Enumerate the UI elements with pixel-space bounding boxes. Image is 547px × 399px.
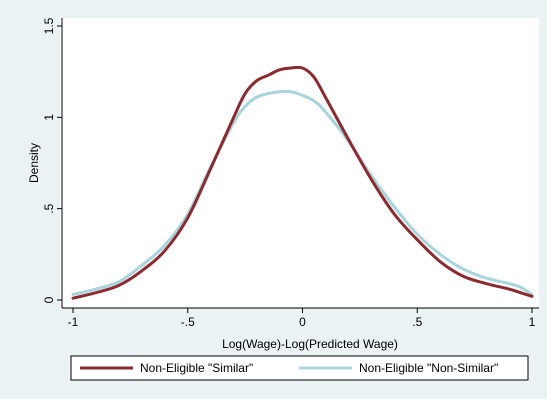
legend-label: Non-Eligible "Non-Similar" xyxy=(359,361,498,375)
series-layer xyxy=(71,65,534,300)
x-tick-label: 1 xyxy=(529,315,536,329)
y-tick-label: 0 xyxy=(42,296,56,303)
legend: Non-Eligible "Similar" Non-Eligible "Non-… xyxy=(70,355,529,381)
x-tick-label: -.5 xyxy=(181,315,195,329)
y-tick-label: 1 xyxy=(42,114,56,121)
y-axis-label: Density xyxy=(27,143,41,183)
x-axis-label: Log(Wage)-Log(Predicted Wage) xyxy=(222,337,398,351)
series-line-similar xyxy=(71,65,534,300)
legend-label: Non-Eligible "Similar" xyxy=(140,361,253,375)
x-tick-label: .5 xyxy=(412,315,422,329)
x-tick-label: -1 xyxy=(68,315,79,329)
y-tick-label: .5 xyxy=(42,203,56,213)
axes: -1 -.5 0 .5 1 0 .5 1 1.5 xyxy=(42,17,539,329)
series-line-non-similar xyxy=(71,89,534,297)
x-tick-label: 0 xyxy=(299,315,306,329)
y-tick-label: 1.5 xyxy=(42,17,56,34)
plot-area xyxy=(60,18,539,308)
